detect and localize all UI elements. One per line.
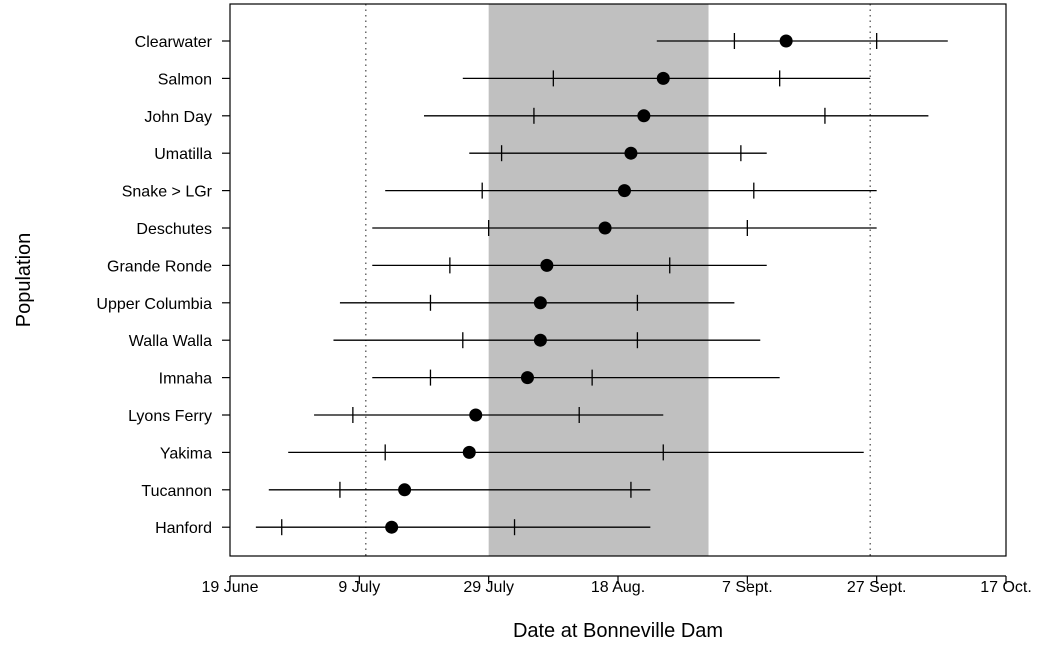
- population-interval: [339, 294, 735, 311]
- population-label: Hanford: [155, 520, 212, 537]
- x-axis-title: Date at Bonneville Dam: [513, 620, 723, 642]
- reference-lines-layer: [365, 4, 871, 556]
- x-tick-label: 9 July: [338, 579, 380, 596]
- median-point: [462, 445, 476, 459]
- population-interval: [372, 220, 877, 236]
- median-point: [533, 296, 547, 310]
- x-axis: 19 June 9 July 29 July 18 Aug. 7 Sept. 27 Sep…: [202, 575, 1032, 596]
- population-label: Deschutes: [136, 221, 212, 238]
- population-interval: [255, 519, 651, 536]
- median-point: [624, 146, 638, 160]
- median-point: [598, 221, 612, 235]
- population-interval: [314, 407, 664, 423]
- median-point: [520, 371, 534, 385]
- population-label: Umatilla: [154, 146, 212, 163]
- population-intervals-layer: [255, 33, 948, 536]
- population-label: Tucannon: [141, 483, 212, 500]
- population-interval: [372, 257, 767, 274]
- y-axis: Clearwater Salmon John Day Umatilla Snake > …: [96, 34, 230, 537]
- median-point: [540, 258, 554, 272]
- median-point: [617, 184, 631, 198]
- x-tick-label: 7 Sept.: [722, 579, 773, 596]
- plot-frame: [229, 3, 1007, 557]
- population-label: Grande Ronde: [107, 258, 212, 275]
- median-point: [779, 34, 793, 48]
- population-label: Snake > LGr: [122, 184, 213, 201]
- population-interval: [372, 369, 780, 386]
- x-tick-label: 29 July: [463, 579, 514, 596]
- population-label: Upper Columbia: [96, 296, 212, 313]
- population-label: Clearwater: [135, 34, 213, 51]
- median-point: [385, 520, 399, 534]
- population-label: John Day: [144, 109, 212, 126]
- y-axis-title: Population: [13, 233, 35, 328]
- population-label: Walla Walla: [129, 333, 212, 350]
- population-interval: [268, 481, 651, 498]
- x-tick-label: 17 Oct.: [980, 579, 1032, 596]
- x-tick-label: 18 Aug.: [591, 579, 645, 596]
- population-label: Salmon: [158, 71, 212, 88]
- population-interval: [469, 145, 767, 162]
- median-point: [398, 483, 412, 497]
- population-interval: [385, 182, 877, 199]
- median-point: [469, 408, 483, 422]
- population-label: Imnaha: [159, 371, 212, 388]
- shaded-region: [488, 4, 709, 556]
- population-label: Yakima: [160, 445, 212, 462]
- population-interval: [462, 70, 871, 87]
- median-point: [637, 109, 651, 123]
- population-label: Lyons Ferry: [128, 408, 212, 425]
- population-interval: [424, 107, 929, 124]
- population-interval: [288, 444, 864, 461]
- shaded-region-layer: [488, 4, 709, 556]
- median-point: [533, 333, 547, 347]
- x-tick-label: 19 June: [202, 579, 259, 596]
- x-tick-label: 27 Sept.: [847, 579, 907, 596]
- population-interval: [656, 33, 948, 49]
- median-point: [656, 71, 670, 85]
- population-interval: [333, 332, 761, 349]
